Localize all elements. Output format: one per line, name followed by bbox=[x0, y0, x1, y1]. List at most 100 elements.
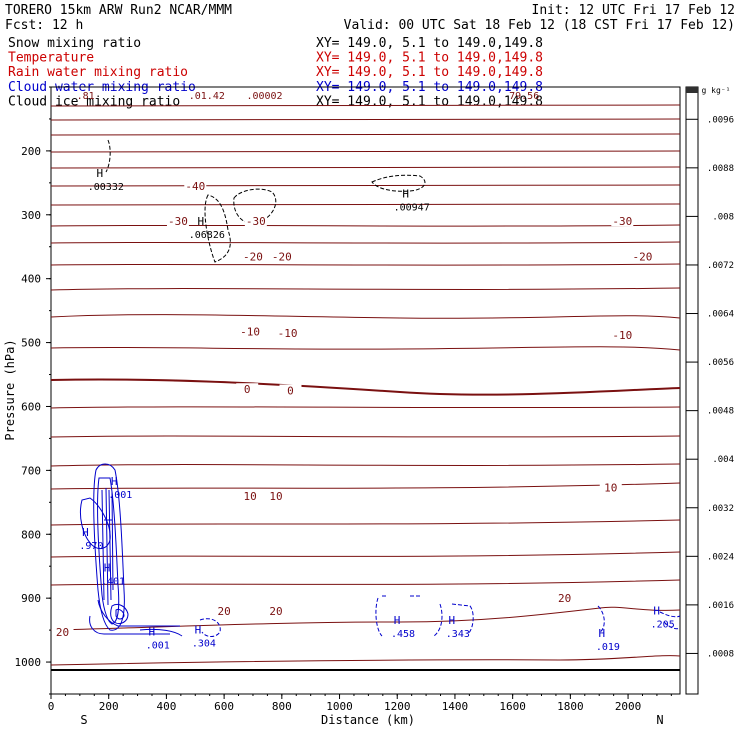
y-tick-label: 400 bbox=[21, 273, 41, 286]
y-tick-label: 200 bbox=[21, 145, 41, 158]
isotherm bbox=[50, 463, 681, 467]
maximum-marker: H bbox=[402, 187, 409, 200]
header-title: TORERO 15km ARW Run2 NCAR/MMM bbox=[5, 3, 232, 18]
temperature-label-bg bbox=[611, 215, 634, 227]
x-tick-label: 1000 bbox=[326, 700, 353, 713]
snow-contour bbox=[371, 174, 426, 192]
temperature-label: 20 bbox=[269, 605, 282, 618]
colorbar-label: .008 bbox=[712, 212, 734, 222]
maximum-value: .970 bbox=[79, 541, 103, 552]
temperature-label: 0 bbox=[287, 385, 294, 398]
colorbar-label: .0064 bbox=[707, 310, 734, 320]
cloud-contour bbox=[110, 603, 129, 625]
isotherm bbox=[50, 346, 681, 351]
maximum-marker: H bbox=[599, 627, 606, 640]
cloud-contour bbox=[139, 628, 183, 637]
header-forecast: Fcst: 12 h bbox=[5, 18, 83, 33]
temperature-label: 10 bbox=[604, 482, 617, 495]
cloud-contour bbox=[375, 595, 443, 637]
temperature-label-bg bbox=[213, 604, 236, 616]
isotherm bbox=[50, 104, 681, 107]
isotherm bbox=[50, 203, 681, 206]
cloud-contour bbox=[97, 599, 180, 627]
x-tick-label: 2000 bbox=[615, 700, 642, 713]
colorbar-label: .0088 bbox=[707, 164, 734, 174]
y-axis-label: Pressure (hPa) bbox=[3, 339, 17, 440]
maximum-value: .06826 bbox=[189, 230, 225, 241]
temperature-label-bg bbox=[270, 250, 293, 262]
x-tick-label: 800 bbox=[272, 700, 292, 713]
snow-contours bbox=[105, 139, 426, 263]
temperature-label: -20 bbox=[272, 250, 292, 263]
isotherm bbox=[50, 551, 681, 558]
temperature-label-bg bbox=[276, 326, 299, 338]
cloud-water-contours bbox=[79, 463, 681, 637]
colorbar: .0096 .0088 .008 .0072 .0064 .0056 .0048 .004 .0… bbox=[685, 86, 734, 695]
x-tick-label: 600 bbox=[214, 700, 234, 713]
isotherm bbox=[50, 287, 681, 291]
cloud-contour bbox=[89, 615, 170, 635]
legend-entry-xy: XY= 149.0, 5.1 to 149.0,149.8 bbox=[316, 36, 543, 51]
temperature-label: -10 bbox=[278, 327, 298, 340]
isotherm bbox=[50, 263, 681, 266]
axes: 0 200 400 600 800 1000 1200 1400 1600 1800 2000200… bbox=[15, 86, 672, 713]
maximum-marker: H bbox=[653, 605, 660, 618]
colorbar-label: .0056 bbox=[707, 358, 734, 368]
temperature-label-bg bbox=[599, 481, 622, 493]
maximum-value: .343 bbox=[446, 629, 470, 640]
colorbar-label: .0024 bbox=[707, 552, 734, 562]
isotherm bbox=[50, 482, 681, 490]
cloud-contour bbox=[79, 497, 111, 550]
temperature-label-bg bbox=[239, 489, 262, 501]
temperature-label: -30 bbox=[246, 215, 266, 228]
isotherm bbox=[50, 184, 681, 187]
colorbar-fill bbox=[686, 87, 698, 93]
temperature-label: 10 bbox=[269, 490, 282, 503]
y-tick-label: 1000 bbox=[15, 656, 42, 669]
maximum-marker: H bbox=[111, 475, 118, 488]
cloud-contour bbox=[451, 603, 474, 635]
x-tick-label: 1400 bbox=[442, 700, 469, 713]
top-label: 79.56 bbox=[509, 91, 539, 102]
legend-entry-name: Snow mixing ratio bbox=[8, 36, 141, 51]
cloud-contour bbox=[115, 609, 125, 620]
isotherm bbox=[50, 378, 681, 396]
temperature-label-bg bbox=[553, 592, 576, 604]
x-axis-start-label: S bbox=[80, 713, 87, 727]
header-valid: Valid: 00 UTC Sat 18 Feb 12 (18 CST Fri … bbox=[344, 18, 735, 33]
isotherm bbox=[50, 435, 681, 438]
temperature-label-bg bbox=[631, 250, 654, 262]
top-label: .00002 bbox=[246, 91, 282, 102]
isotherm bbox=[50, 519, 681, 526]
y-tick-label: 300 bbox=[21, 209, 41, 222]
maximum-value: .458 bbox=[391, 629, 415, 640]
temperature-label: -40 bbox=[185, 180, 205, 193]
x-tick-label: 200 bbox=[99, 700, 119, 713]
isotherm bbox=[50, 224, 681, 227]
temperature-label-bg bbox=[265, 489, 288, 501]
maximum-value: .304 bbox=[192, 639, 216, 650]
temperature-label-bg bbox=[611, 328, 634, 340]
temperature-label: 20 bbox=[217, 605, 230, 618]
temperature-label: 20 bbox=[56, 626, 69, 639]
colorbar-label: .004 bbox=[712, 455, 734, 465]
maximum-marker: H bbox=[82, 526, 89, 539]
temperature-label-bg bbox=[166, 215, 189, 227]
maximum-marker: H bbox=[449, 614, 456, 627]
isotherm bbox=[50, 166, 681, 169]
temperature-label-bg bbox=[279, 384, 302, 396]
maximum-marker: H bbox=[197, 215, 204, 228]
colorbar-frame bbox=[685, 86, 699, 695]
legend-entry-xy: XY= 149.0, 5.1 to 149.0,149.8 bbox=[316, 65, 543, 80]
legend-entry-name: Temperature bbox=[8, 51, 94, 66]
isotherm bbox=[50, 118, 681, 121]
maximum-value: .001 bbox=[108, 490, 132, 501]
legend-entry-xy: XY= 149.0, 5.1 to 149.0,149.8 bbox=[316, 51, 543, 66]
colorbar-label: .0016 bbox=[707, 601, 734, 611]
isotherm bbox=[50, 241, 681, 244]
cloud-contour bbox=[199, 618, 221, 637]
snow-contour bbox=[204, 194, 231, 263]
temperature-label: 20 bbox=[558, 592, 571, 605]
temperature-label-bg bbox=[51, 626, 74, 638]
isotherm bbox=[50, 150, 681, 153]
